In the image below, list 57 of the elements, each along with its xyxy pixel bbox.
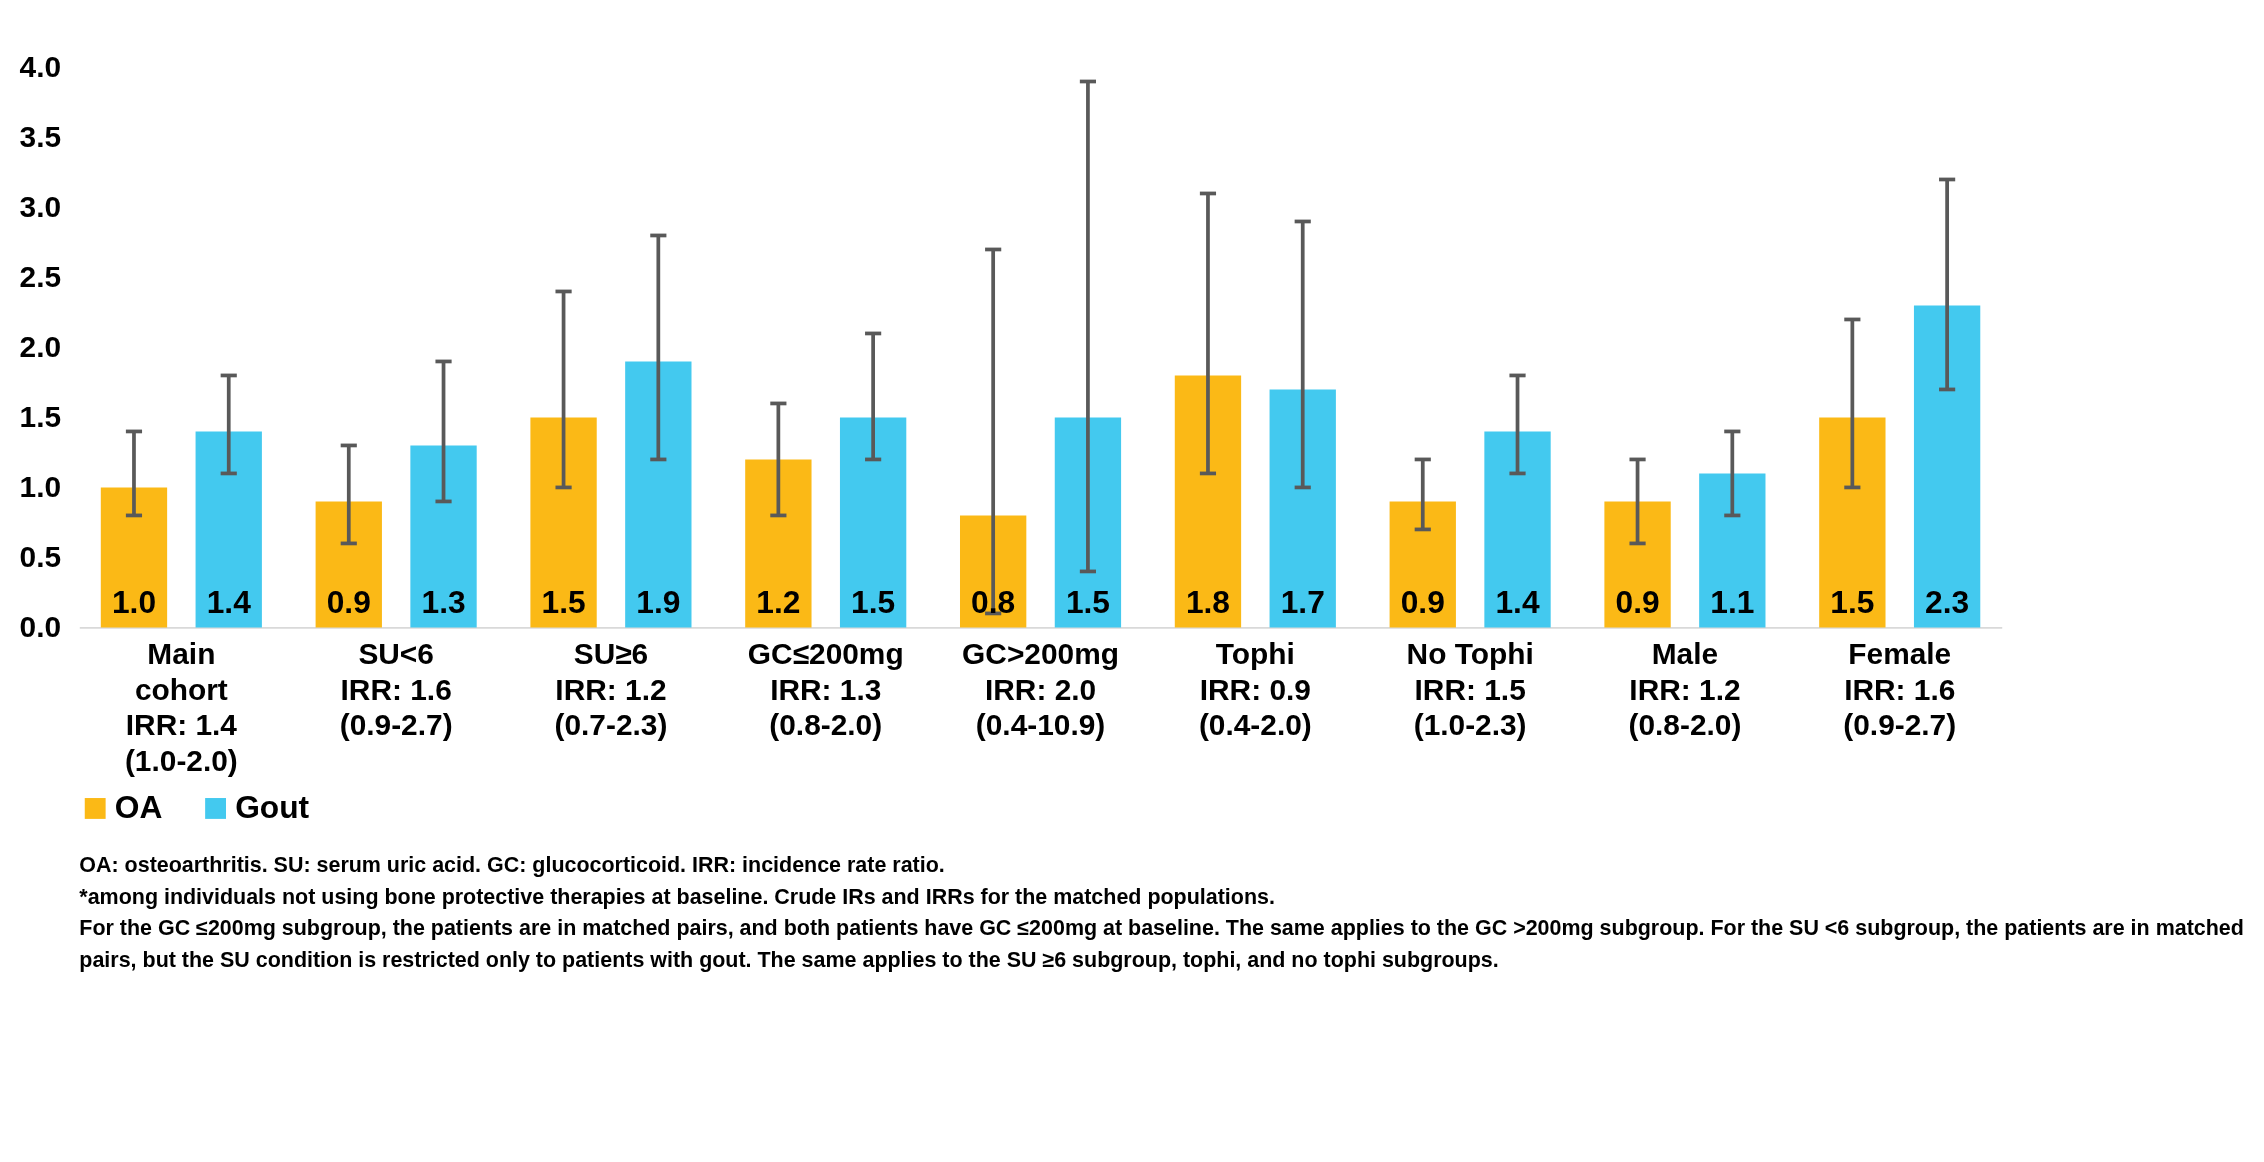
x-tick-label: GC≤200mg IRR: 1.3 (0.8-2.0) (747, 637, 904, 742)
bar (625, 361, 692, 628)
data-label: 1.5 (1065, 584, 1110, 621)
bar (195, 431, 262, 628)
y-tick-label: 0.5 (19, 540, 62, 574)
bar (530, 417, 597, 628)
legend-label: Gout (235, 788, 310, 825)
bar (1484, 431, 1551, 628)
data-label: 1.8 (1185, 584, 1231, 621)
y-tick-label: 2.5 (19, 260, 62, 294)
y-tick-label: 1.0 (19, 470, 62, 504)
x-tick-label: SU≥6 IRR: 1.2 (0.7-2.3) (554, 637, 668, 742)
text: OA: osteoarthritis. SU: serum uric acid. GC: glucocorticoid. IRR: incidence rate ratio. (79, 852, 945, 877)
text: *among individuals not using bone protective therapies at baseline. Crude IRs and IRRs for the matched populations. (79, 884, 1275, 909)
data-label: 1.5 (851, 584, 896, 621)
data-label: 1.4 (206, 584, 252, 621)
x-tick-label: GC>200mg IRR: 2.0 (0.4-10.9) (962, 637, 1119, 742)
bar (1604, 501, 1671, 628)
bar (1819, 417, 1886, 628)
data-label: 1.2 (756, 584, 801, 621)
bar (745, 459, 812, 628)
text: For the GC ≤200mg subgroup, the patients are in matched pairs, and both patients have GC ≤200mg at baseline. The same applies to the GC >200mg subgroup. For the SU <6 subgroup, the patients are in matched pairs, but the SU condition is restricted only to patients with gout. The same applies to the SU ≥6 subgroup, tophi, and no tophi subgroups. (79, 916, 2244, 973)
y-tick-label: 3.0 (19, 190, 62, 224)
bar (839, 417, 907, 628)
data-label: 0.9 (326, 584, 371, 621)
y-tick-label: 4.0 (19, 50, 62, 84)
legend-label: OA (114, 788, 163, 825)
bar (410, 445, 477, 628)
bar (1054, 417, 1122, 628)
x-tick-label: Main cohort IRR: 1.4 (1.0-2.0) (124, 637, 238, 777)
x-tick-label: Tophi IRR: 0.9 (0.4-2.0) (1198, 637, 1312, 742)
bar (1389, 501, 1456, 628)
data-label: 1.9 (636, 584, 681, 621)
x-tick-label: No Tophi IRR: 1.5 (1.0-2.3) (1406, 637, 1534, 742)
data-label: 1.5 (1830, 584, 1875, 621)
bar (1174, 375, 1242, 628)
data-label: 1.0 (111, 584, 157, 621)
bar (1913, 305, 1981, 628)
bar (1269, 389, 1336, 628)
bar (1699, 473, 1766, 628)
y-tick-label: 2.0 (19, 330, 62, 364)
data-label: 1.5 (541, 584, 586, 621)
data-label: 0.9 (1400, 584, 1445, 621)
x-tick-label: Male IRR: 1.2 (0.8-2.0) (1628, 637, 1742, 742)
bar (315, 501, 382, 628)
x-tick-label: SU<6 IRR: 1.6 (0.9-2.7) (339, 637, 453, 742)
y-tick-label: 1.5 (19, 400, 62, 434)
data-label: 2.3 (1925, 584, 1970, 621)
x-tick-label: Female IRR: 1.6 (0.9-2.7) (1843, 637, 1957, 742)
bar (100, 487, 168, 628)
data-label: 1.1 (1710, 584, 1755, 621)
data-label: 1.3 (421, 584, 466, 621)
y-tick-label: 0.0 (19, 610, 62, 644)
data-label: 1.4 (1495, 584, 1540, 621)
data-label: 1.7 (1280, 584, 1325, 621)
data-label: 0.9 (1615, 584, 1660, 621)
y-tick-label: 3.5 (19, 120, 62, 154)
